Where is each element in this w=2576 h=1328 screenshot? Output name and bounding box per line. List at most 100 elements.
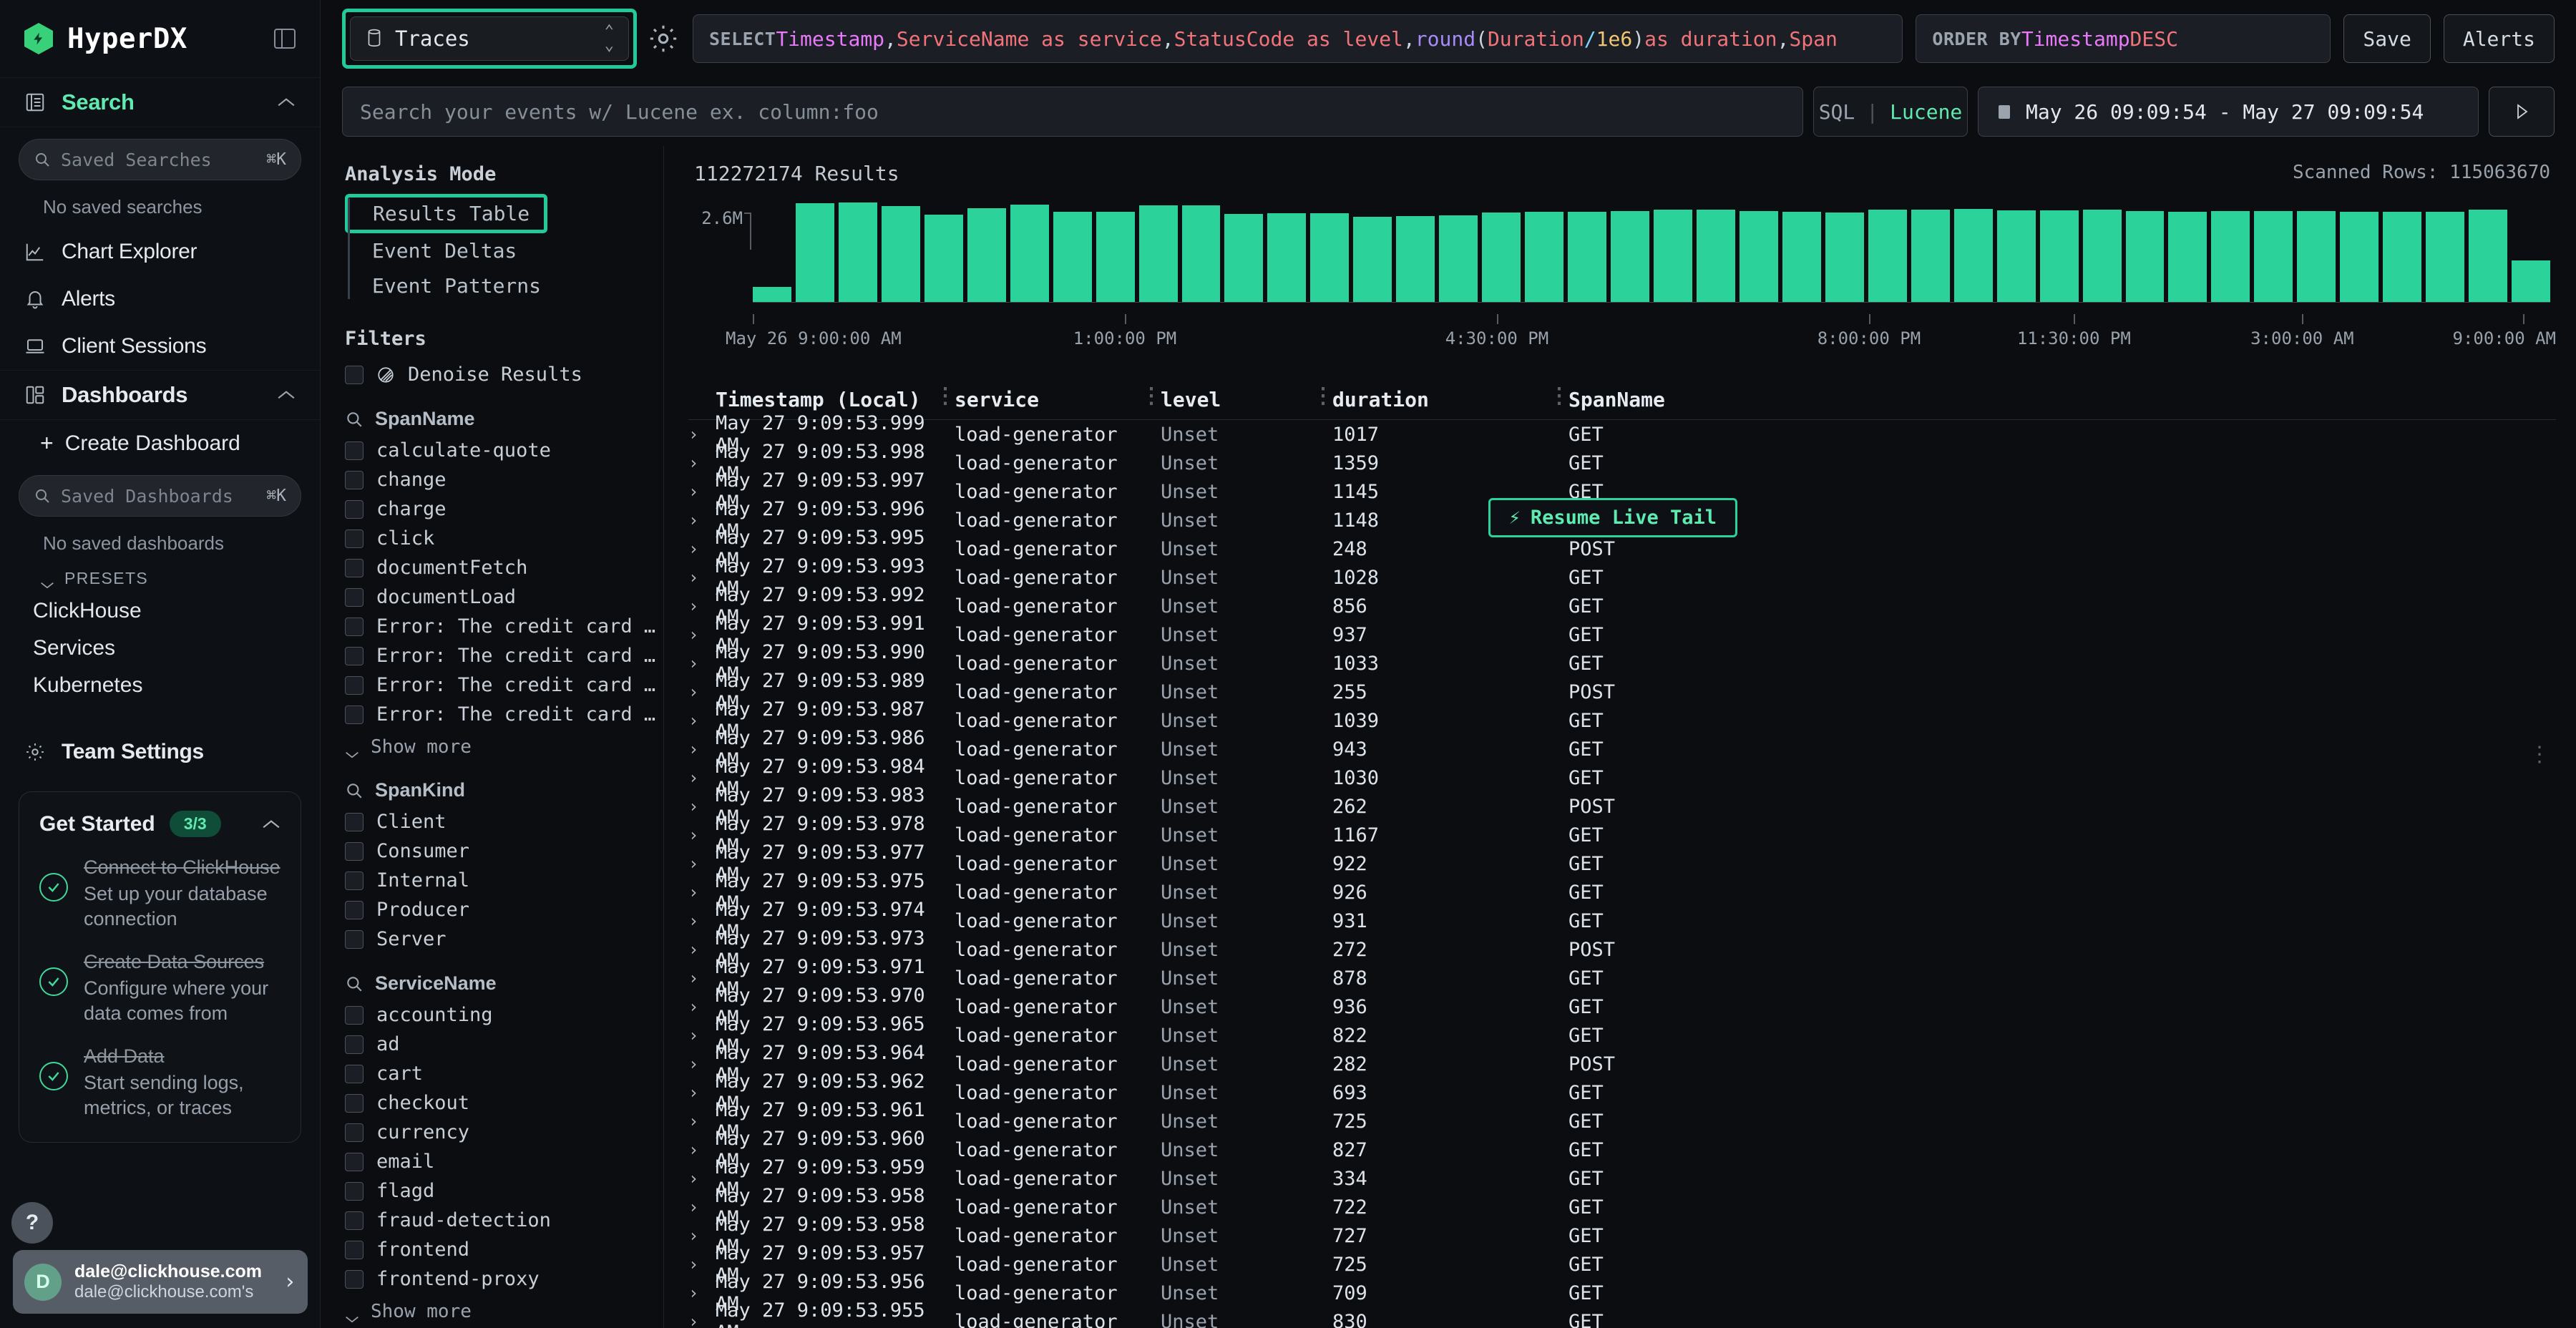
row-expand-icon[interactable]: › [688, 796, 699, 816]
show-more-button[interactable]: Show more [345, 729, 663, 761]
table-options-icon[interactable]: ⋮ [2529, 742, 2550, 767]
table-row[interactable]: › May 27 9:09:53.958 AM load-generator Unse… [688, 1185, 2556, 1229]
row-expand-icon[interactable]: › [688, 682, 699, 702]
alerts-button[interactable]: Alerts [2443, 14, 2555, 63]
histogram-bar[interactable] [1138, 205, 1178, 302]
source-select[interactable]: Traces ⌃ ⌄ [350, 16, 629, 61]
checkbox[interactable] [345, 365, 364, 384]
histogram-bar[interactable] [1396, 215, 1435, 302]
facet-value-row[interactable]: frontend-proxy [345, 1264, 663, 1294]
row-expand-icon[interactable]: › [688, 1025, 699, 1045]
checkbox[interactable] [345, 441, 364, 460]
facet-value-row[interactable]: Consumer [345, 836, 663, 866]
row-expand-icon[interactable]: › [688, 1140, 699, 1160]
row-expand-icon[interactable]: › [688, 711, 699, 731]
checkbox[interactable] [345, 1269, 364, 1289]
table-row[interactable]: › May 27 9:09:53.970 AM load-generator Unse… [688, 985, 2556, 1029]
table-row[interactable]: › May 27 9:09:53.956 AM load-generator Unse… [688, 1271, 2556, 1315]
table-row[interactable]: › May 27 9:09:53.957 AM load-generator Unse… [688, 1242, 2556, 1286]
checkbox[interactable] [345, 529, 364, 548]
user-menu[interactable]: D dale@clickhouse.com dale@clickhouse.co… [13, 1250, 308, 1314]
histogram-bar[interactable] [1181, 205, 1221, 302]
preset-clickhouse[interactable]: ClickHouse [33, 599, 142, 622]
checkbox[interactable] [345, 1181, 364, 1201]
order-by-input[interactable]: ORDER BY Timestamp DESC [1916, 14, 2331, 63]
facet-value-row[interactable]: Server [345, 924, 663, 954]
sidebar-item-client-sessions[interactable]: Client Sessions [0, 323, 320, 370]
table-row[interactable]: › May 27 9:09:53.989 AM load-generator Unse… [688, 670, 2556, 714]
column-header-level[interactable]: level [1141, 384, 1332, 411]
checkbox[interactable] [345, 1093, 364, 1113]
row-expand-icon[interactable]: › [688, 882, 699, 902]
facet-value-row[interactable]: cart [345, 1059, 663, 1088]
histogram-bar[interactable] [1267, 213, 1307, 302]
row-expand-icon[interactable]: › [688, 1054, 699, 1074]
facet-header-servicename[interactable]: ServiceName [345, 972, 663, 995]
table-row[interactable]: › May 27 9:09:53.964 AM load-generator Unse… [688, 1042, 2556, 1086]
row-expand-icon[interactable]: › [688, 1312, 699, 1328]
source-settings-icon[interactable] [647, 22, 680, 55]
run-query-button[interactable] [2489, 87, 2555, 137]
table-row[interactable]: › May 27 9:09:53.999 AM load-generator Unse… [688, 412, 2556, 456]
checkbox[interactable] [345, 1240, 364, 1259]
checkbox[interactable] [345, 812, 364, 831]
checkbox[interactable] [345, 871, 364, 890]
search-input[interactable]: Search your events w/ Lucene ex. column:… [342, 87, 1803, 137]
preset-kubernetes[interactable]: Kubernetes [33, 673, 143, 697]
table-row[interactable]: › May 27 9:09:53.962 AM load-generator Unse… [688, 1070, 2556, 1115]
facet-header-spanname[interactable]: SpanName [345, 408, 663, 430]
row-expand-icon[interactable]: › [688, 825, 699, 845]
facet-value-row[interactable]: checkout [345, 1088, 663, 1118]
histogram-bar[interactable] [1224, 214, 1264, 302]
histogram-bar[interactable] [2168, 211, 2207, 302]
table-row[interactable]: › May 27 9:09:53.983 AM load-generator Unse… [688, 784, 2556, 829]
column-header-spanname[interactable]: SpanName [1548, 384, 2556, 411]
table-row[interactable]: › May 27 9:09:53.973 AM load-generator Unse… [688, 927, 2556, 972]
facet-value-row[interactable]: Error: The credit card … [345, 670, 663, 700]
row-expand-icon[interactable]: › [688, 482, 699, 502]
checkbox[interactable] [345, 1035, 364, 1054]
facet-value-row[interactable]: documentFetch [345, 553, 663, 582]
histogram-bar[interactable] [1782, 212, 1821, 302]
histogram-bar[interactable] [1611, 211, 1650, 302]
histogram-bar[interactable] [1568, 211, 1607, 302]
help-button[interactable]: ? [11, 1202, 53, 1244]
histogram-bar[interactable] [1953, 209, 1993, 302]
facet-value-row[interactable]: accounting [345, 1000, 663, 1030]
row-expand-icon[interactable]: › [688, 739, 699, 759]
column-header-timestamp[interactable]: Timestamp (Local) [716, 388, 921, 411]
row-expand-icon[interactable]: › [688, 1254, 699, 1274]
row-expand-icon[interactable]: › [688, 424, 699, 444]
column-header-service[interactable]: service [935, 384, 1161, 411]
facet-value-row[interactable]: Error: The credit card … [345, 700, 663, 729]
histogram-bar[interactable] [2469, 209, 2508, 302]
row-expand-icon[interactable]: › [688, 1226, 699, 1246]
histogram-bar[interactable] [967, 208, 1006, 302]
row-expand-icon[interactable]: › [688, 1111, 699, 1131]
checkbox[interactable] [345, 1152, 364, 1171]
row-expand-icon[interactable]: › [688, 596, 699, 616]
table-row[interactable]: › May 27 9:09:53.960 AM load-generator Unse… [688, 1128, 2556, 1172]
histogram-bar[interactable] [1825, 212, 1864, 302]
checkbox[interactable] [345, 499, 364, 519]
sidebar-item-chart-explorer[interactable]: Chart Explorer [0, 228, 320, 275]
histogram-bar[interactable] [881, 205, 920, 302]
get-started-step[interactable]: Create Data Sources Configure where your… [39, 950, 280, 1026]
facet-value-row[interactable]: email [345, 1147, 663, 1176]
histogram-bar[interactable] [1654, 209, 1692, 302]
get-started-step[interactable]: Connect to ClickHouse Set up your databa… [39, 856, 280, 932]
checkbox[interactable] [345, 1211, 364, 1230]
checkbox[interactable] [345, 1005, 364, 1025]
row-expand-icon[interactable]: › [688, 1283, 699, 1303]
saved-searches-input[interactable]: Saved Searches ⌘K [19, 139, 301, 180]
date-range-picker[interactable]: May 26 09:09:54 - May 27 09:09:54 [1978, 87, 2479, 137]
saved-dashboards-input[interactable]: Saved Dashboards ⌘K [19, 475, 301, 517]
facet-header-spankind[interactable]: SpanKind [345, 779, 663, 801]
sidebar-item-search[interactable]: Search [0, 77, 320, 127]
facet-value-row[interactable]: Producer [345, 895, 663, 924]
histogram-bar[interactable] [2125, 210, 2165, 302]
facet-value-row[interactable]: click [345, 524, 663, 553]
table-row[interactable]: › May 27 9:09:53.995 AM load-generator Unse… [688, 527, 2556, 571]
row-expand-icon[interactable]: › [688, 1197, 699, 1217]
histogram-bar[interactable] [1482, 212, 1521, 302]
